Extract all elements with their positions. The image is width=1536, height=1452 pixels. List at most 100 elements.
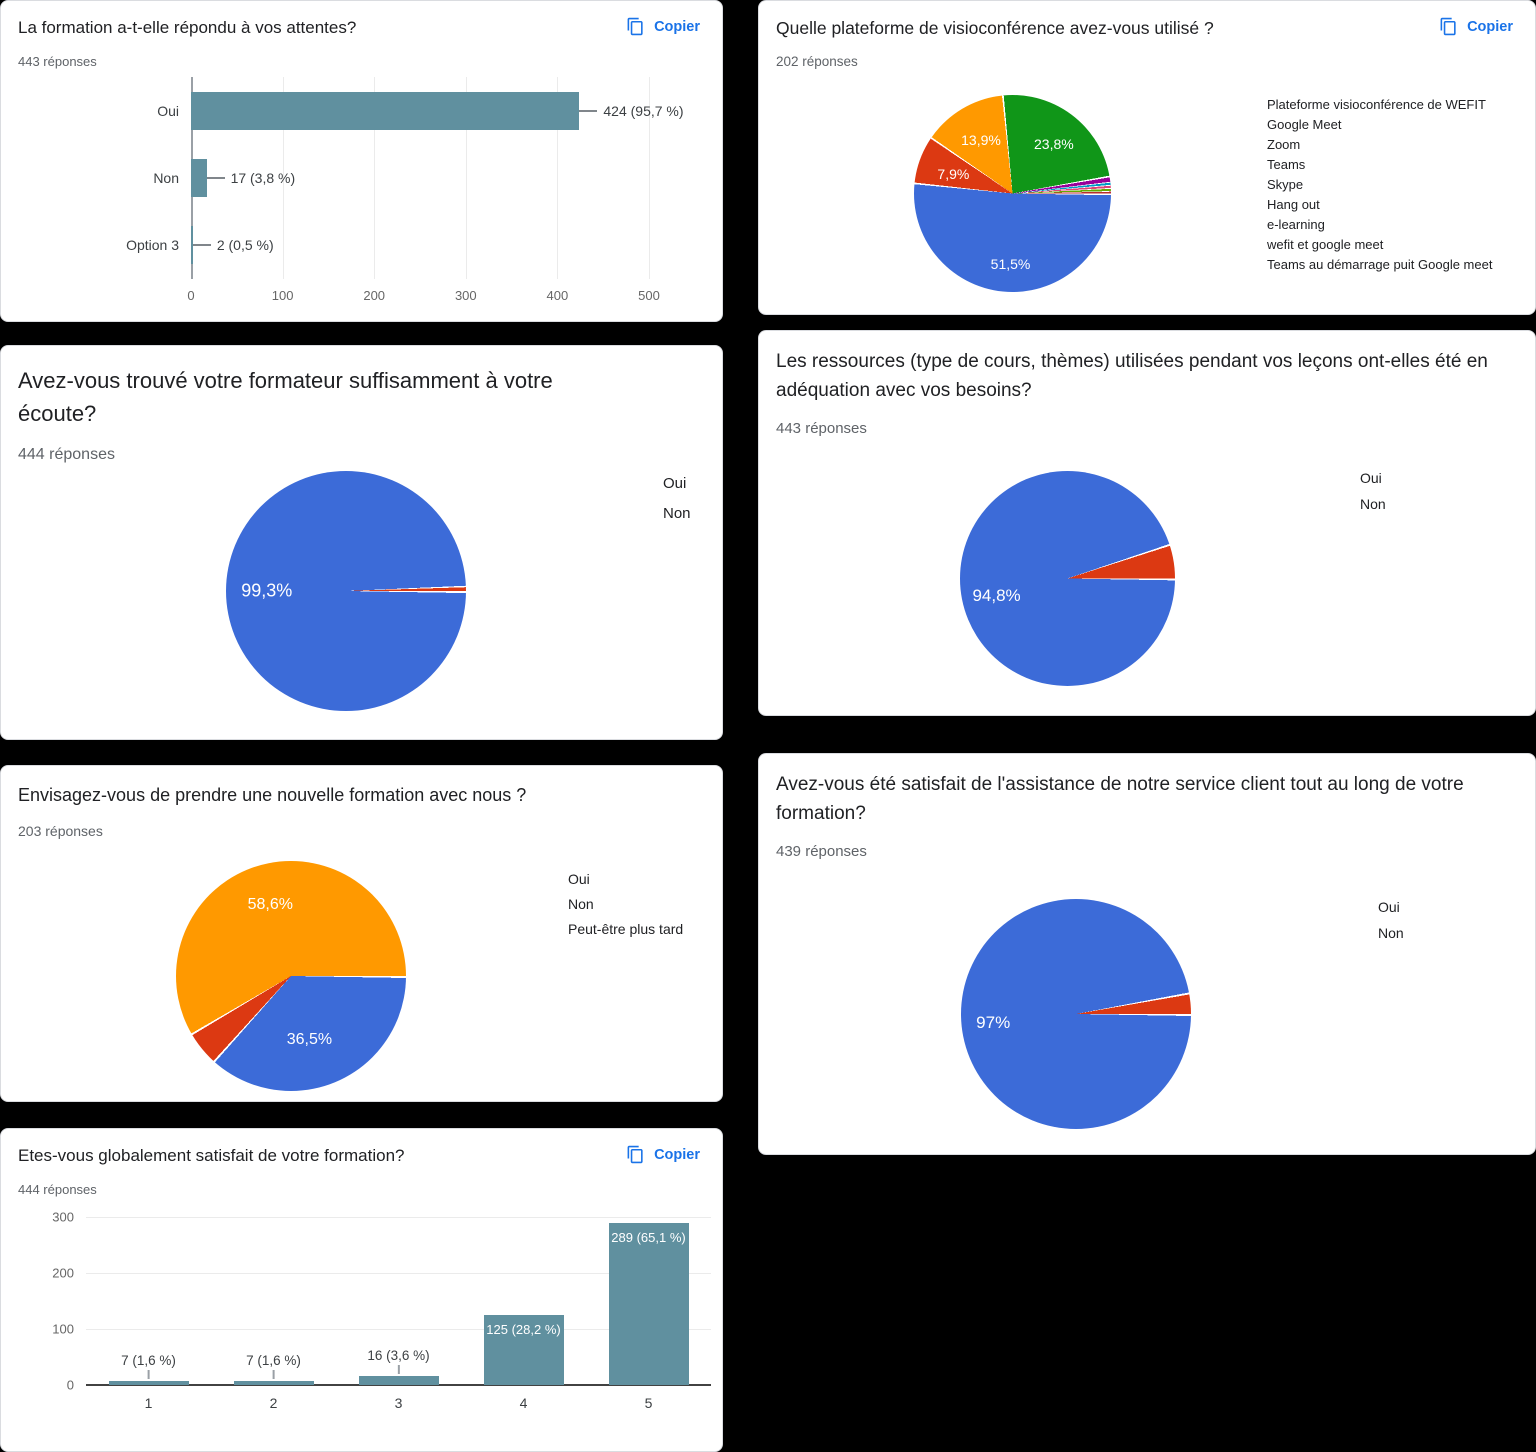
- question-title: Avez-vous été satisfait de l'assistance …: [776, 774, 1464, 825]
- legend-label: Teams au démarrage puit Google meet: [1267, 256, 1493, 272]
- legend-dot: [639, 476, 653, 490]
- x-tick: 5: [644, 1395, 653, 1411]
- response-count: 444 réponses: [18, 446, 115, 463]
- response-count: 443 réponses: [18, 53, 97, 69]
- bar-option3: [191, 226, 193, 265]
- legend-dot: [1246, 238, 1258, 250]
- legend-label: wefit et google meet: [1267, 236, 1384, 252]
- gridline: [86, 1329, 711, 1330]
- x-tick: 3: [394, 1395, 403, 1411]
- pie-slice-label: 36,5%: [286, 1031, 333, 1049]
- legend-item: Peut-être plus tard: [546, 916, 683, 941]
- copy-icon: [1440, 17, 1456, 36]
- x-tick: 0: [187, 288, 195, 303]
- question-title: Etes-vous globalement satisfait de votre…: [18, 1146, 405, 1165]
- card-question-ressources: Les ressources (type de cours, thèmes) u…: [758, 330, 1536, 716]
- leader-line: [192, 244, 211, 247]
- response-count: 444 réponses: [18, 1181, 97, 1197]
- copy-button[interactable]: Copier: [622, 1141, 704, 1168]
- legend-item: Non: [546, 891, 683, 916]
- pie-chart: 51,5% 7,9% 13,9% 23,8%: [914, 95, 1111, 292]
- legend-label: Google Meet: [1267, 116, 1342, 132]
- y-tick: 100: [52, 1321, 74, 1337]
- pie-chart: 36,5% 58,6%: [176, 861, 406, 1091]
- bar-value-label: 7 (1,6 %): [121, 1353, 176, 1380]
- chart-legend: Plateforme visioconférence de WEFIT Goog…: [1246, 94, 1492, 274]
- leader-line: [272, 1370, 275, 1380]
- bar-value-label: 2 (0,5 %): [216, 237, 274, 254]
- legend-label: Oui: [568, 870, 590, 887]
- pie-slice-label: 58,6%: [247, 895, 293, 913]
- bar-value-label: 7 (1,6 %): [246, 1353, 301, 1380]
- legend-item: Skype: [1246, 174, 1492, 194]
- x-tick: 1: [144, 1395, 153, 1411]
- card-question-plateforme: Quelle plateforme de visioconférence ave…: [758, 0, 1536, 315]
- pie-chart: 94,8%: [960, 471, 1175, 686]
- legend-item: Teams au démarrage puit Google meet: [1246, 254, 1492, 274]
- legend-item: Plateforme visioconférence de WEFIT: [1246, 94, 1492, 114]
- gridline: [374, 77, 376, 279]
- bar-non: [191, 158, 207, 197]
- legend-label: e-learning: [1267, 216, 1325, 232]
- legend-dot: [1246, 118, 1258, 130]
- copy-button[interactable]: Copier: [1435, 13, 1517, 40]
- bar-row: 2 (0,5 %): [191, 212, 649, 279]
- bar-row: 424 (95,7 %): [191, 77, 684, 144]
- response-count: 202 réponses: [776, 54, 858, 70]
- chart-legend: Oui Non: [1356, 894, 1404, 946]
- legend-item: Oui: [546, 866, 683, 891]
- gridline: [282, 77, 284, 279]
- legend-dot: [1338, 472, 1351, 485]
- bar-4: 125 (28,2 %): [483, 1315, 564, 1385]
- legend-item: e-learning: [1246, 214, 1492, 234]
- x-tick: 200: [363, 288, 386, 303]
- y-tick: 200: [52, 1265, 74, 1281]
- legend-dot: [1246, 138, 1258, 150]
- legend-item: Zoom: [1246, 134, 1492, 154]
- bar-value-label: 17 (3,8 %): [230, 169, 296, 186]
- pie-slice-label: 51,5%: [990, 256, 1031, 273]
- legend-label: Zoom: [1267, 136, 1301, 152]
- bar-value-label: 424 (95,7 %): [603, 102, 684, 119]
- card-question-satisfaction-globale: Etes-vous globalement satisfait de votre…: [0, 1128, 723, 1452]
- x-tick: 100: [271, 288, 294, 303]
- bar-oui: [191, 91, 580, 130]
- legend-item: Teams: [1246, 154, 1492, 174]
- copy-icon: [627, 17, 643, 36]
- legend-label: Plateforme visioconférence de WEFIT: [1267, 96, 1486, 112]
- legend-label: Non: [1360, 496, 1386, 512]
- leader-line: [147, 1370, 150, 1380]
- legend-item: Google Meet: [1246, 114, 1492, 134]
- legend-item: wefit et google meet: [1246, 234, 1492, 254]
- x-tick: 300: [454, 288, 477, 303]
- bar-value-label: 125 (28,2 %): [486, 1322, 561, 1337]
- card-question-nouvelle-formation: Envisagez-vous de prendre une nouvelle f…: [0, 765, 723, 1102]
- question-title: Quelle plateforme de visioconférence ave…: [776, 18, 1214, 38]
- question-title: Les ressources (type de cours, thèmes) u…: [776, 351, 1488, 402]
- response-count: 443 réponses: [776, 419, 867, 437]
- bar-slot: 7 (1,6 %): [211, 1217, 336, 1385]
- chart-legend: Oui Non: [1338, 465, 1386, 517]
- response-count: 203 réponses: [18, 823, 103, 839]
- copy-label: Copier: [654, 18, 700, 35]
- copy-button[interactable]: Copier: [622, 13, 704, 40]
- bar-category-labels: Oui Non Option 3: [1, 77, 179, 279]
- question-title: Avez-vous trouvé votre formateur suffisa…: [18, 368, 553, 426]
- bar-1: [108, 1381, 189, 1385]
- legend-label: Hang out: [1267, 196, 1320, 212]
- y-tick: 300: [52, 1209, 74, 1225]
- pie-slice-label: 94,8%: [972, 585, 1021, 605]
- legend-label: Oui: [1378, 899, 1400, 915]
- leader-line: [397, 1365, 400, 1375]
- horizontal-bar-chart: 424 (95,7 %) 17 (3,8 %) 2 (0,5 %) 0 100 …: [187, 77, 684, 303]
- gridline: [86, 1272, 711, 1274]
- card-question-service-client: Avez-vous été satisfait de l'assistance …: [758, 753, 1536, 1155]
- legend-dot: [1246, 198, 1258, 210]
- legend-dot: [546, 922, 559, 935]
- category-label-oui: Oui: [157, 102, 179, 119]
- bar-slot: 289 (65,1 %): [586, 1217, 711, 1385]
- legend-item: Hang out: [1246, 194, 1492, 214]
- legend-item: Oui: [1338, 465, 1386, 491]
- gridline: [86, 1217, 711, 1218]
- category-label-option3: Option 3: [126, 237, 179, 254]
